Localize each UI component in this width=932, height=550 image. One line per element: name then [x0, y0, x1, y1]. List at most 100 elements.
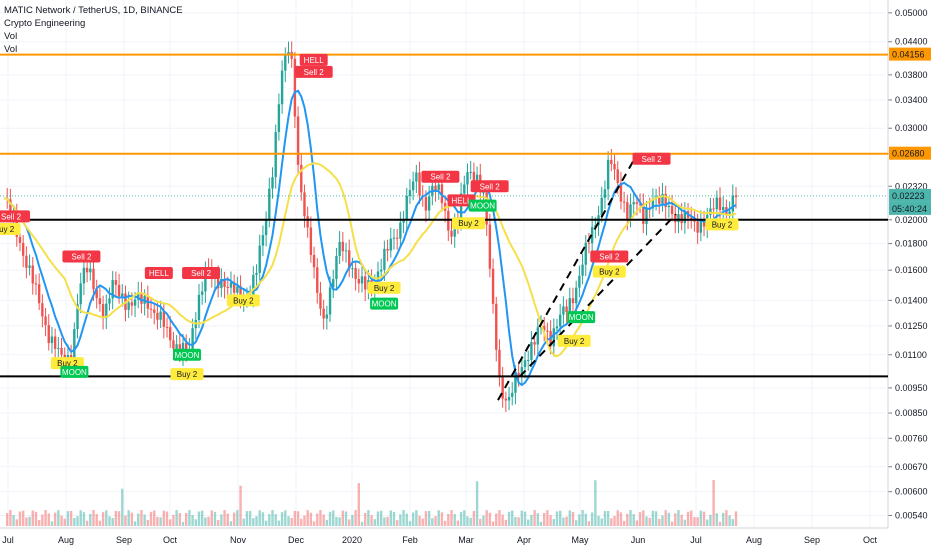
- volume-bar: [638, 512, 642, 526]
- candle-body: [37, 284, 41, 304]
- volume-bar: [731, 519, 735, 526]
- resistance-mid-price-tag-bg: [889, 146, 931, 160]
- candle-body: [411, 181, 415, 191]
- volume-bar: [530, 514, 533, 526]
- volume-bar: [188, 510, 191, 526]
- volume-bar: [587, 521, 591, 526]
- volume-bar: [73, 518, 76, 526]
- volume-bar: [613, 516, 616, 526]
- candle-body: [386, 248, 389, 251]
- volume-bar: [108, 516, 111, 526]
- candle-body: [402, 220, 405, 223]
- volume-bar: [571, 511, 575, 526]
- candle-body: [85, 267, 89, 273]
- volume-bar: [658, 518, 661, 526]
- signal-badge-moon: [60, 365, 89, 378]
- candle-body: [558, 314, 562, 327]
- candle-body: [651, 199, 655, 209]
- candle-body: [610, 159, 613, 165]
- volume-bar: [229, 521, 233, 526]
- volume-bar: [261, 512, 265, 526]
- candle-body: [76, 304, 79, 330]
- volume-bar: [437, 510, 440, 526]
- ma-fast-line: [3, 89, 737, 387]
- volume-bar: [715, 513, 719, 526]
- volume-bar: [34, 511, 38, 526]
- volume-bar: [133, 521, 137, 526]
- y-tick-label: 0.02320: [895, 181, 928, 191]
- volume-bar: [277, 520, 281, 526]
- candle-body: [664, 193, 667, 208]
- candle-body: [699, 220, 703, 233]
- volume-bar: [463, 510, 466, 526]
- volume-bar: [101, 512, 105, 526]
- candle-body: [226, 286, 229, 288]
- signal-label: MOON: [62, 368, 87, 377]
- volume-bar: [706, 519, 709, 526]
- candle-body: [495, 303, 498, 350]
- volume-bar: [597, 515, 600, 526]
- candle-body: [552, 328, 555, 347]
- volume-bar: [105, 510, 108, 526]
- resistance-mid-price-tag: 0.02680: [892, 149, 925, 159]
- candle-body: [498, 349, 501, 378]
- volume-bar: [82, 512, 86, 526]
- volume-bar: [392, 511, 396, 526]
- volume-bar: [501, 514, 504, 526]
- volume-bar: [734, 511, 738, 526]
- volume-bar: [415, 510, 418, 526]
- candles: [5, 41, 738, 413]
- x-tick-label: Dec: [288, 535, 305, 545]
- candle-body: [300, 164, 303, 193]
- volume-bar: [667, 512, 671, 526]
- volume-bar: [312, 521, 316, 526]
- indicator-name: Crypto Engineering: [4, 18, 86, 29]
- volume-bar: [328, 511, 332, 526]
- candle-body: [220, 278, 223, 289]
- candle-body: [252, 274, 255, 297]
- volume-bar: [258, 510, 261, 526]
- candle-body: [60, 347, 63, 355]
- volume-bar: [552, 519, 555, 526]
- candle-body: [722, 207, 725, 211]
- x-tick-label: Aug: [58, 535, 74, 545]
- candle-body: [169, 327, 172, 341]
- candle-body: [718, 197, 722, 211]
- candle-body: [415, 172, 418, 182]
- volume-bar: [92, 510, 95, 526]
- candle-body: [581, 264, 584, 276]
- volume-bar: [606, 510, 610, 526]
- volume-bar: [686, 511, 690, 526]
- x-tick-label: Sep: [804, 535, 820, 545]
- candle-body: [21, 242, 25, 256]
- volume-bar: [172, 515, 175, 526]
- candle-body: [562, 306, 565, 315]
- volume-bar: [69, 510, 73, 526]
- signal-badge-buy: [452, 217, 486, 230]
- volume-label-1: Vol: [4, 31, 18, 42]
- volume-bar: [699, 510, 703, 526]
- volume-bar: [344, 511, 348, 526]
- candle-body: [82, 267, 86, 284]
- volume-bar: [722, 512, 725, 526]
- candle-body: [658, 196, 661, 204]
- candle-body: [140, 292, 143, 304]
- volume-bar: [37, 520, 41, 526]
- volume-bar: [610, 518, 613, 526]
- volume-bar: [303, 515, 306, 526]
- volume-bar: [306, 510, 309, 526]
- candle-body: [258, 245, 261, 273]
- candle-body: [280, 70, 284, 105]
- volume-bar: [395, 520, 399, 526]
- signal-label: Sell 2: [304, 68, 325, 77]
- volume-bar: [226, 513, 229, 526]
- volume-bar: [562, 517, 565, 526]
- volume-bar: [169, 519, 172, 526]
- candle-body: [156, 312, 159, 320]
- volume-bar: [223, 510, 226, 526]
- volume-bar: [642, 510, 645, 526]
- volume-bar: [124, 515, 127, 526]
- candle-body: [98, 298, 102, 305]
- candle-body: [584, 242, 587, 265]
